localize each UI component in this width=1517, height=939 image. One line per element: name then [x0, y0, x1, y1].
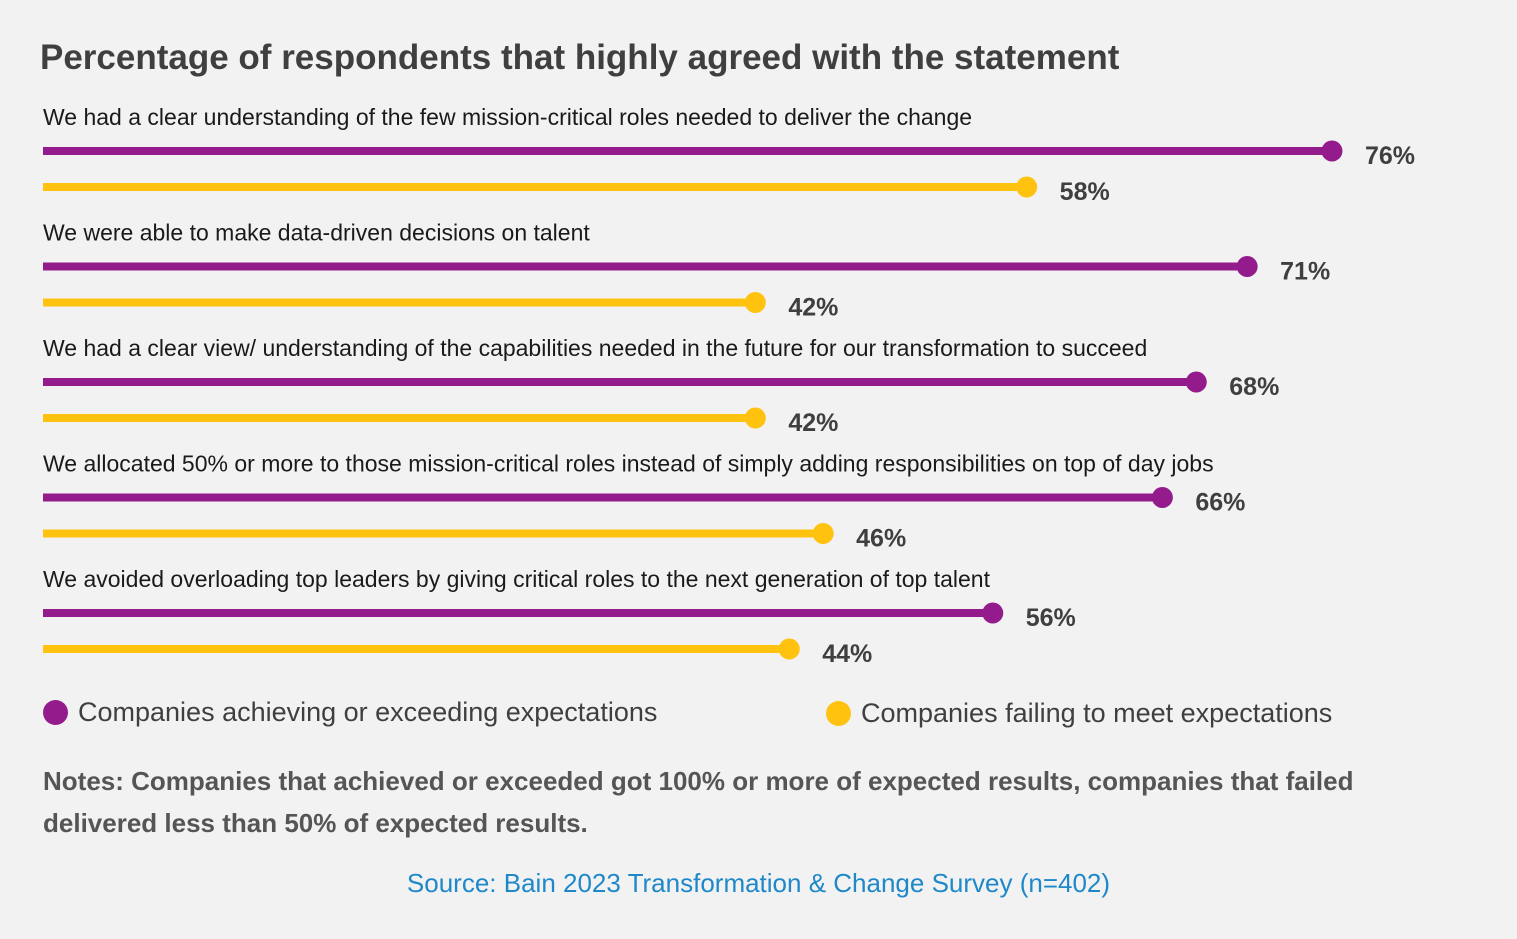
bar-end-dot-failing-5 — [778, 638, 800, 660]
value-label-failing-3: 42% — [788, 409, 838, 437]
category-label-5: We avoided overloading top leaders by gi… — [43, 566, 991, 592]
chart-source: Source: Bain 2023 Transformation & Chang… — [406, 868, 1111, 898]
bar-end-dot-failing-3 — [744, 407, 766, 429]
legend-item-achieving: Companies achieving or exceeding expecta… — [43, 697, 657, 728]
value-label-achieving-1: 76% — [1365, 142, 1415, 170]
bar-end-dot-failing-1 — [1016, 176, 1038, 198]
value-label-failing-2: 42% — [788, 294, 838, 322]
bar-end-dot-achieving-4 — [1151, 487, 1173, 508]
chart-notes: Notes: Companies that achieved or exceed… — [43, 766, 1354, 838]
bar-end-dot-achieving-2 — [1236, 256, 1258, 277]
category-label-1: We had a clear understanding of the few … — [43, 104, 972, 130]
value-label-failing-5: 44% — [822, 640, 872, 668]
value-label-failing-4: 46% — [856, 525, 906, 553]
bar-end-dot-failing-2 — [744, 292, 766, 313]
bar-end-dot-achieving-3 — [1185, 371, 1207, 393]
legend-item-failing: Companies failing to meet expectations — [826, 698, 1332, 729]
legend-label-achieving: Companies achieving or exceeding expecta… — [78, 697, 658, 727]
value-label-achieving-3: 68% — [1229, 373, 1279, 401]
bar-end-dot-achieving-5 — [982, 602, 1004, 624]
category-label-2: We were able to make data-driven decisio… — [43, 220, 590, 246]
chart-title: Percentage of respondents that highly ag… — [40, 38, 1120, 77]
legend-marker-achieving — [43, 700, 68, 725]
value-label-achieving-5: 56% — [1026, 604, 1076, 632]
value-label-failing-1: 58% — [1060, 178, 1110, 206]
value-label-achieving-4: 66% — [1195, 489, 1245, 517]
value-label-achieving-2: 71% — [1280, 258, 1330, 286]
legend-marker-failing — [826, 701, 851, 726]
category-label-3: We had a clear view/ understanding of th… — [43, 335, 1147, 361]
bar-end-dot-failing-4 — [812, 523, 834, 544]
legend-label-failing: Companies failing to meet expectations — [861, 698, 1333, 728]
bar-end-dot-achieving-1 — [1321, 140, 1343, 162]
chart-plot-area: We had a clear understanding of the few … — [43, 104, 1415, 668]
category-label-4: We allocated 50% or more to those missio… — [43, 451, 1214, 477]
